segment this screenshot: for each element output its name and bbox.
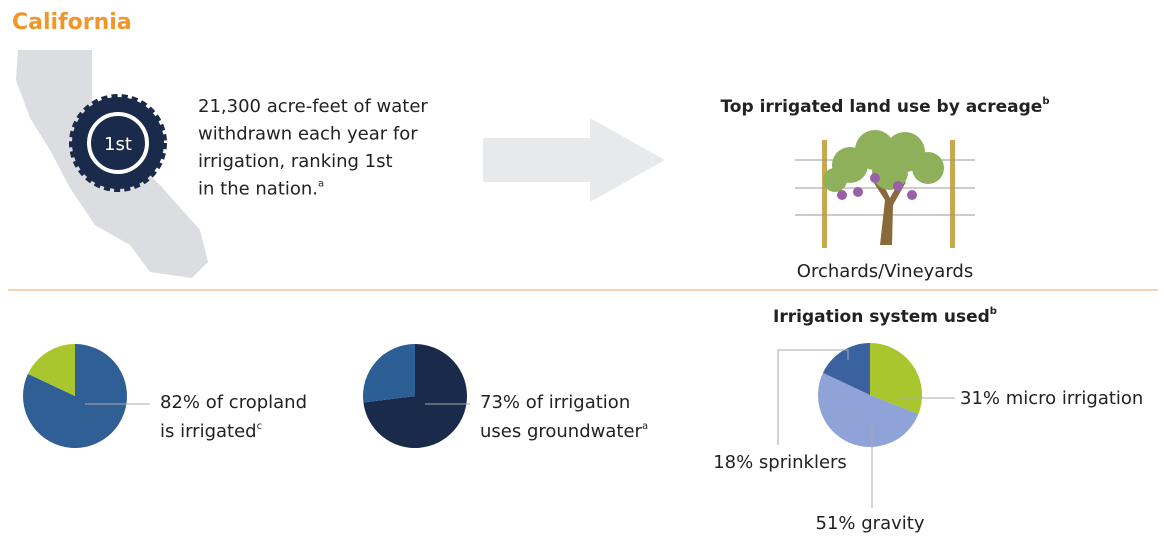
footnote-mark: b	[1042, 96, 1049, 107]
text-span: 73% of irrigation	[480, 392, 630, 413]
segment-label: 31% micro irrigation	[960, 388, 1143, 409]
text-span: uses groundwater	[480, 421, 643, 442]
title-span: Top irrigated land use by acreage	[720, 97, 1042, 117]
text-line: 82% of cropland	[160, 392, 307, 413]
text-line: 73% of irrigation	[480, 392, 630, 413]
text-line: in the nation.a	[198, 179, 324, 200]
vine-illustration	[795, 130, 975, 248]
pie-slice	[27, 344, 75, 396]
text-span: withdrawn each year for	[198, 124, 418, 145]
arrow	[483, 118, 665, 202]
segment-label: 51% gravity	[816, 513, 925, 534]
text-line: 21,300 acre-feet of water	[198, 96, 428, 117]
text-span: in the nation.	[198, 179, 318, 200]
pie-slice	[363, 344, 467, 448]
text-span: 21,300 acre-feet of water	[198, 96, 428, 117]
pie-slice	[818, 372, 919, 447]
footnote-mark: b	[990, 306, 997, 317]
text-line: withdrawn each year for	[198, 124, 418, 145]
pie-slice	[22, 344, 127, 449]
text-line: is irrigatedc	[160, 421, 262, 442]
footnote-mark: a	[318, 179, 324, 190]
pie-slice	[870, 343, 923, 415]
section-title: Irrigation system usedb	[773, 306, 997, 327]
text-line: irrigation, ranking 1st	[198, 151, 393, 172]
land-use-label: Orchards/Vineyards	[797, 261, 973, 282]
pie-slice	[363, 344, 415, 403]
title-span: Irrigation system used	[773, 307, 990, 327]
badge-rank: 1st	[104, 134, 132, 155]
segment-label: 18% sprinklers	[713, 452, 847, 473]
section-title: Top irrigated land use by acreageb	[720, 96, 1049, 117]
footnote-mark: a	[642, 421, 648, 432]
footnote-mark: c	[257, 421, 263, 432]
text-span: 82% of cropland	[160, 392, 307, 413]
page-title: California	[12, 10, 132, 35]
leader-line	[777, 349, 849, 445]
badge: 1st	[69, 94, 167, 192]
text-line: uses groundwatera	[480, 421, 648, 442]
pie-slice	[822, 343, 870, 395]
text-span: is irrigated	[160, 421, 257, 442]
text-span: irrigation, ranking 1st	[198, 151, 393, 172]
